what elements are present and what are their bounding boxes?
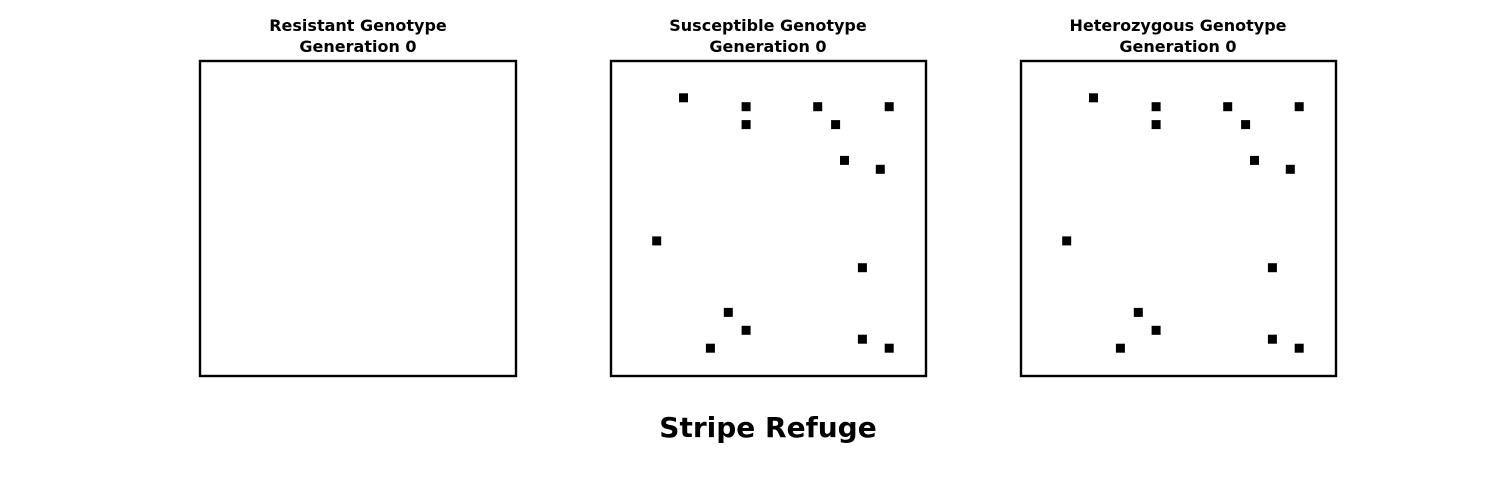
panel-subtitle: Generation 0 (299, 37, 416, 56)
panel-title: Susceptible Genotype (669, 16, 867, 35)
data-point (1294, 343, 1304, 353)
data-point (1267, 334, 1277, 344)
data-point (1151, 120, 1161, 130)
data-point (1151, 325, 1161, 335)
data-point (1089, 93, 1098, 103)
data-point (741, 102, 751, 112)
figure-title: Stripe Refuge (659, 411, 876, 444)
data-point (741, 120, 751, 130)
data-point (875, 164, 885, 174)
data-point (705, 343, 715, 353)
data-point (1062, 236, 1072, 246)
panel-subtitle: Generation 0 (709, 37, 826, 56)
data-point (857, 334, 867, 344)
point-layer (652, 93, 894, 353)
data-point (679, 93, 688, 103)
panel-resistant: Resistant Genotype Generation 0 (198, 16, 518, 378)
data-point (741, 325, 751, 335)
data-point (813, 102, 823, 112)
data-point (857, 263, 867, 273)
data-point (1241, 120, 1251, 130)
panel-title: Heterozygous Genotype (1069, 16, 1286, 35)
panel-heterozygous: Heterozygous Genotype Generation 0 (1019, 16, 1338, 378)
panel-subtitle: Generation 0 (1119, 37, 1236, 56)
data-point (1294, 102, 1304, 112)
data-point (1267, 263, 1277, 273)
panel-frame (198, 59, 518, 378)
data-point (840, 155, 849, 165)
data-point (884, 343, 894, 353)
data-point (652, 236, 662, 246)
data-point (1133, 307, 1143, 317)
panel-frame (609, 59, 928, 378)
panel-title: Resistant Genotype (269, 16, 447, 35)
data-point (723, 307, 733, 317)
data-point (831, 120, 841, 130)
panel-susceptible: Susceptible Genotype Generation 0 (609, 16, 928, 378)
data-point (1151, 102, 1161, 112)
point-layer (1062, 93, 1304, 353)
data-point (1285, 164, 1295, 174)
data-point (884, 102, 894, 112)
data-point (1223, 102, 1233, 112)
panel-frame (1019, 59, 1338, 378)
data-point (1250, 155, 1259, 165)
data-point (1115, 343, 1125, 353)
